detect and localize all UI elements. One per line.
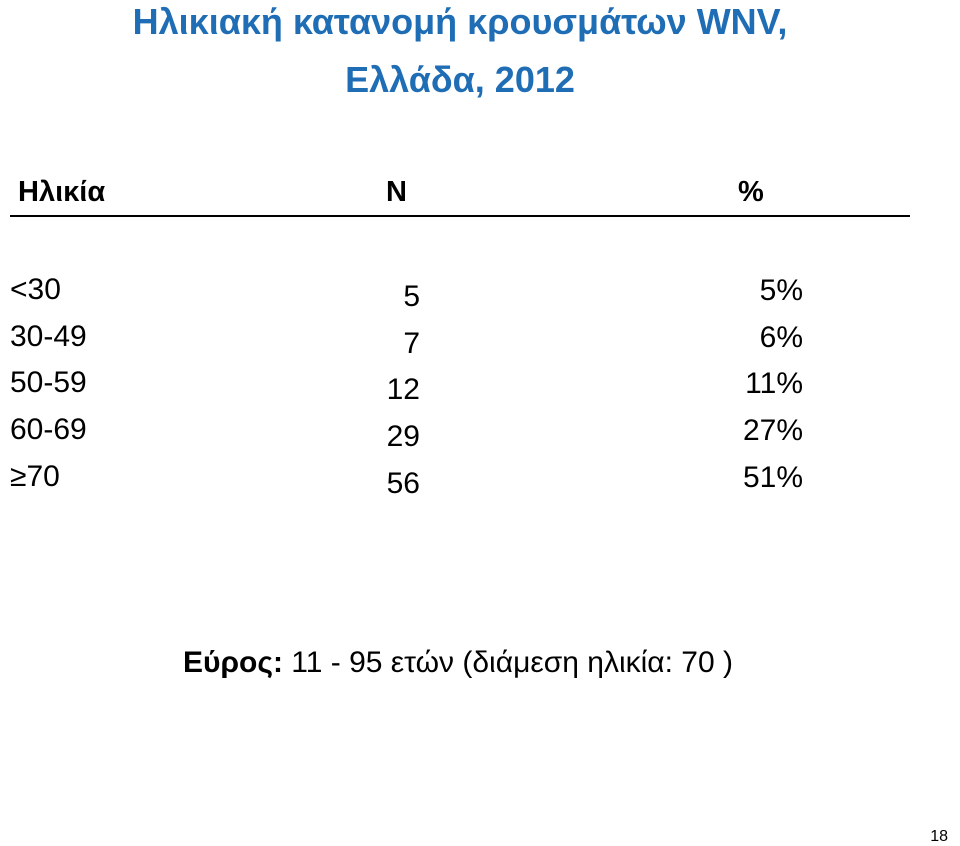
- table-cell: 7: [403, 326, 420, 360]
- table-cell: 60-69: [10, 413, 87, 447]
- table-cell: 51%: [742, 460, 803, 494]
- footer: Εύρος: 11 - 95 ετών (διάμεση ηλικία: 70 …: [0, 645, 916, 681]
- footer-text: 11 - 95 ετών (διάμεση ηλικία: 70 ): [282, 646, 733, 679]
- title-line: Ελλάδα, 2012: [345, 59, 575, 100]
- footer-label: Εύρος:: [183, 646, 283, 679]
- table-header: %: [738, 176, 764, 208]
- table-header: N: [386, 176, 407, 208]
- table-cell: 27%: [742, 414, 803, 448]
- table-cell: 12: [386, 373, 420, 407]
- table-cell: 56: [386, 466, 420, 500]
- table-cell: <30: [10, 273, 61, 306]
- page-number: 18: [930, 828, 948, 845]
- table-cell: 30-49: [10, 319, 87, 353]
- title-line: Ηλικιακή κατανομή κρουσμάτων WNV,: [132, 1, 788, 42]
- header-rule: [10, 215, 910, 217]
- table-header: Ηλικία: [18, 176, 106, 208]
- table-cell: 5: [403, 280, 420, 313]
- table-cell: 29: [386, 420, 420, 454]
- table-cell: 6%: [759, 320, 803, 354]
- table-cell: 5%: [759, 274, 803, 307]
- table-cell: ≥70: [10, 459, 60, 493]
- table-cell: 11%: [745, 367, 803, 401]
- table-cell: 50-59: [10, 366, 87, 400]
